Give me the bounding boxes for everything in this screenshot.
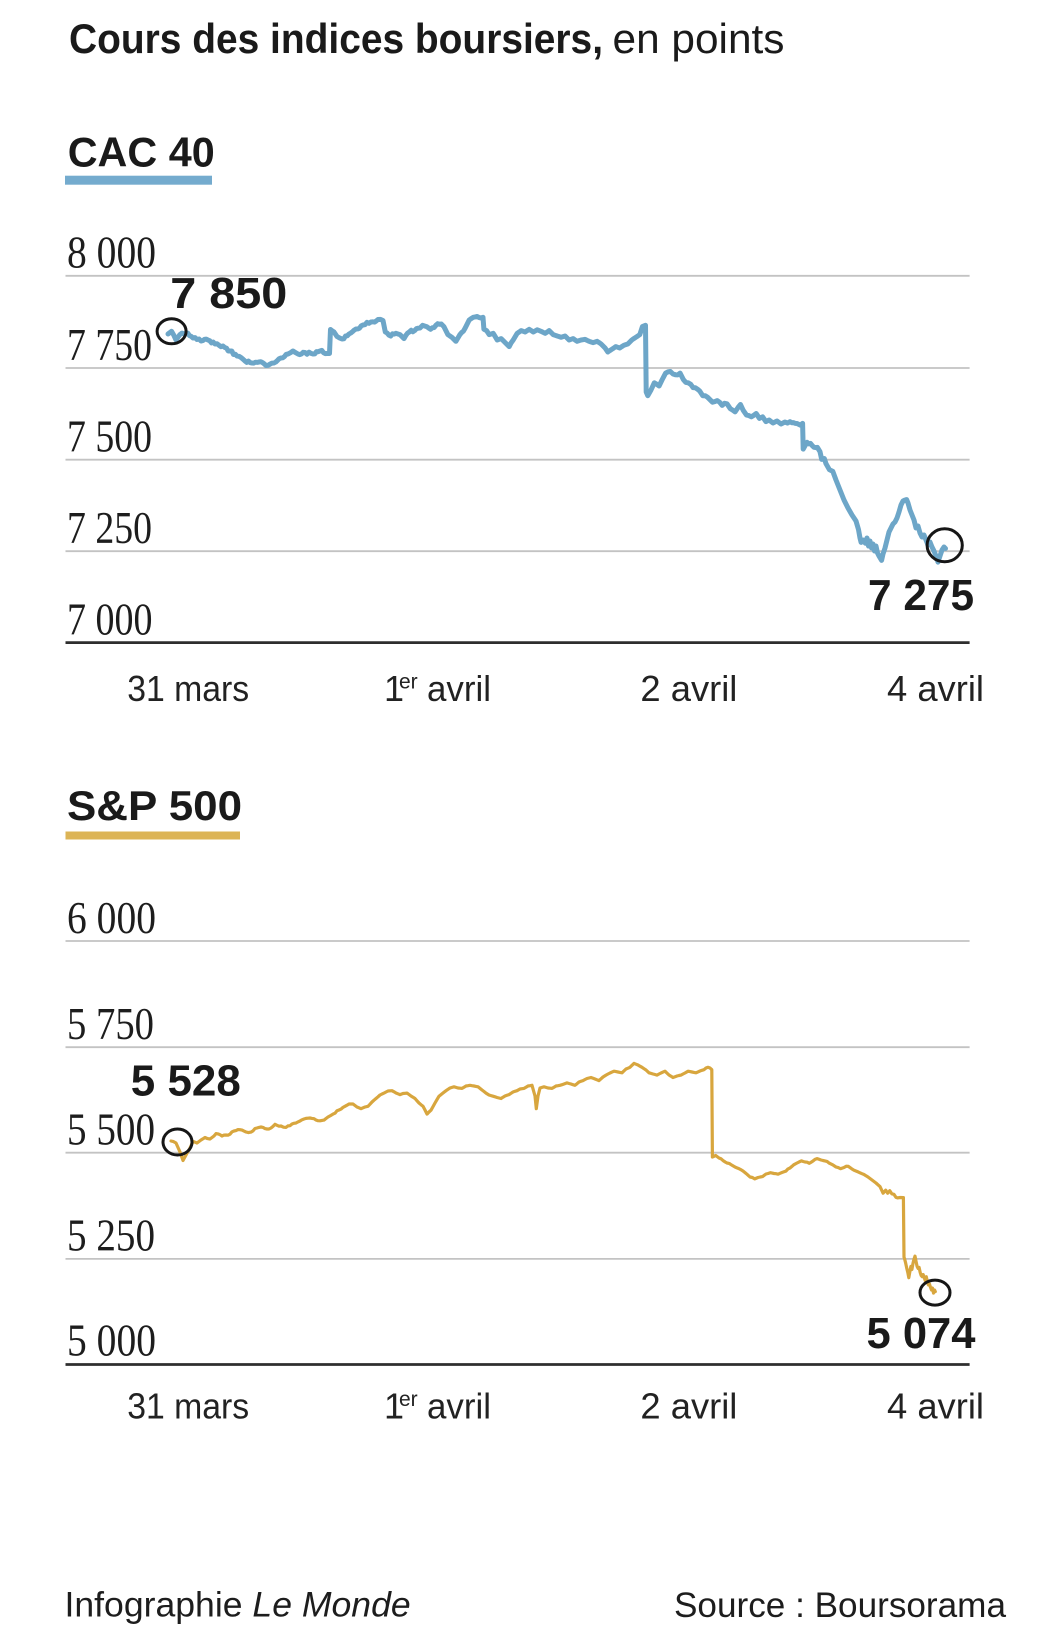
svg-text:S&P 500: S&P 500 (67, 782, 242, 829)
svg-text:7 250: 7 250 (67, 503, 152, 553)
svg-text:avril: avril (427, 1385, 491, 1426)
svg-text:8 000: 8 000 (67, 228, 156, 278)
svg-text:7 500: 7 500 (67, 412, 152, 462)
svg-text:5 500: 5 500 (67, 1105, 155, 1155)
svg-text:avril: avril (427, 668, 491, 709)
svg-text:31 mars: 31 mars (127, 1385, 249, 1426)
svg-text:Source : Boursorama: Source : Boursorama (674, 1586, 1007, 1625)
svg-text:1: 1 (384, 668, 404, 709)
svg-text:1: 1 (384, 1385, 404, 1426)
svg-text:7 275: 7 275 (868, 571, 974, 620)
svg-text:en points: en points (613, 15, 785, 62)
svg-text:CAC 40: CAC 40 (68, 128, 215, 175)
svg-text:5 250: 5 250 (67, 1211, 155, 1261)
svg-text:2 avril: 2 avril (640, 668, 737, 709)
svg-text:5 074: 5 074 (867, 1309, 977, 1358)
svg-text:31 mars: 31 mars (127, 668, 249, 709)
svg-text:5 528: 5 528 (131, 1057, 241, 1106)
svg-text:7 750: 7 750 (67, 320, 152, 370)
svg-text:er: er (399, 1388, 418, 1411)
svg-text:2 avril: 2 avril (640, 1385, 737, 1426)
svg-text:6 000: 6 000 (67, 893, 156, 943)
svg-text:er: er (399, 671, 418, 694)
svg-text:7 850: 7 850 (170, 269, 287, 318)
svg-text:5 000: 5 000 (67, 1315, 156, 1365)
svg-text:7 000: 7 000 (67, 594, 153, 644)
svg-text:Infographie Le Monde: Infographie Le Monde (65, 1585, 411, 1625)
svg-text:5 750: 5 750 (67, 999, 154, 1049)
svg-text:Cours des indices boursiers,: Cours des indices boursiers, (69, 15, 603, 62)
svg-text:4 avril: 4 avril (887, 1385, 984, 1426)
svg-text:4 avril: 4 avril (887, 668, 984, 709)
